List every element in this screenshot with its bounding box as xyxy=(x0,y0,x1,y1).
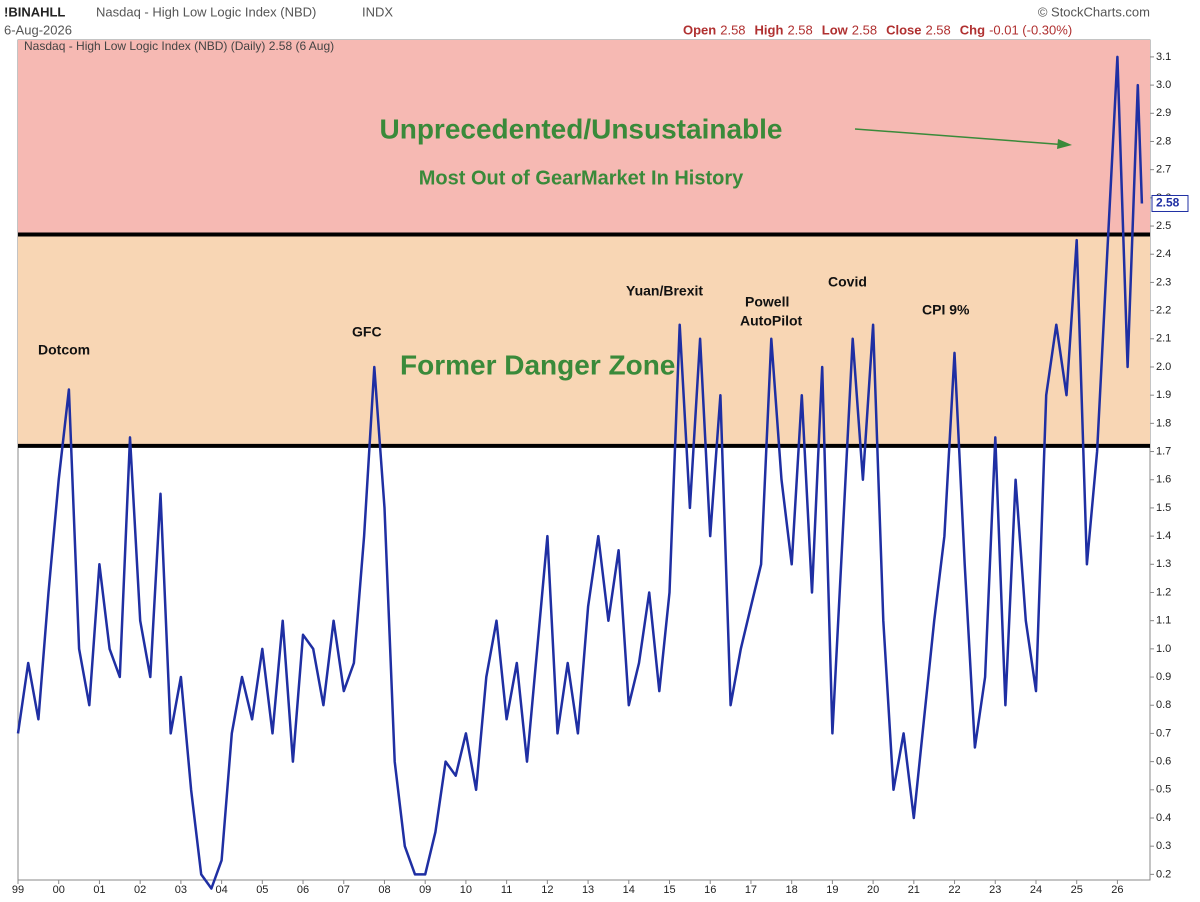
y-tick-label: 1.9 xyxy=(1156,389,1171,401)
annotation: CPI 9% xyxy=(922,302,970,318)
x-tick-label: 12 xyxy=(541,884,553,896)
x-tick-label: 11 xyxy=(501,884,512,896)
x-tick-label: 23 xyxy=(989,884,1001,896)
ohlc-value: -0.01 (-0.30%) xyxy=(989,22,1072,37)
x-tick-label: 22 xyxy=(948,884,960,896)
y-tick-label: 2.1 xyxy=(1156,333,1171,345)
axes: 0.2 0.3 0.4 0.5 0.6 0.7 0.8 0.9 1.0 1.1 1.2 1.3 1.4 1… xyxy=(12,51,1171,896)
ohlc-label: Low xyxy=(822,22,849,37)
y-tick-label: 2.9 xyxy=(1156,107,1171,119)
x-tick-label: 18 xyxy=(786,884,798,896)
last-value: 2.58 xyxy=(1156,196,1180,210)
y-tick-label: 2.8 xyxy=(1156,135,1171,147)
x-tick-label: 13 xyxy=(582,884,594,896)
y-tick-label: 1.7 xyxy=(1156,445,1171,457)
annotation: Yuan/Brexit xyxy=(626,283,703,299)
y-tick-label: 2.0 xyxy=(1156,361,1171,373)
index-name: Nasdaq - High Low Logic Index (NBD) xyxy=(96,4,316,19)
y-tick-label: 2.7 xyxy=(1156,164,1171,176)
ohlc-value: 2.58 xyxy=(787,22,812,37)
x-tick-label: 24 xyxy=(1030,884,1042,896)
x-tick-label: 07 xyxy=(338,884,350,896)
y-tick-label: 1.0 xyxy=(1156,643,1171,655)
x-tick-label: 15 xyxy=(663,884,675,896)
zones xyxy=(18,40,1150,446)
y-tick-label: 1.6 xyxy=(1156,474,1171,486)
y-tick-label: 0.6 xyxy=(1156,756,1171,768)
y-tick-label: 0.5 xyxy=(1156,784,1171,796)
x-tick-label: 16 xyxy=(704,884,716,896)
x-tick-label: 04 xyxy=(215,884,227,896)
ohlc-label: High xyxy=(755,22,784,37)
x-tick-label: 02 xyxy=(134,884,146,896)
source: © StockCharts.com xyxy=(1038,4,1150,19)
y-tick-label: 1.8 xyxy=(1156,417,1171,429)
y-tick-label: 3.0 xyxy=(1156,79,1171,91)
x-tick-label: 25 xyxy=(1071,884,1083,896)
annotation: Powell xyxy=(745,294,789,310)
x-tick-label: 01 xyxy=(93,884,105,896)
date: 6-Aug-2026 xyxy=(4,22,72,37)
y-tick-label: 1.3 xyxy=(1156,558,1171,570)
arrow xyxy=(854,128,1069,146)
ohlc-value: 2.58 xyxy=(852,22,877,37)
ohlc-label: Close xyxy=(886,22,921,37)
y-tick-label: 1.2 xyxy=(1156,586,1171,598)
ohlc-row: Open 2.58 High 2.58 Low 2.58 Close 2.58 Chg -0.01… xyxy=(683,22,1072,37)
y-tick-label: 1.1 xyxy=(1156,615,1171,627)
x-tick-label: 14 xyxy=(623,884,635,896)
y-tick-label: 0.4 xyxy=(1156,812,1171,824)
series-line xyxy=(16,55,1144,890)
x-tick-label: 00 xyxy=(53,884,65,896)
x-tick-label: 99 xyxy=(12,884,24,896)
danger-zone xyxy=(18,234,1150,446)
x-tick-label: 21 xyxy=(908,884,920,896)
exchange: INDX xyxy=(362,4,393,19)
y-tick-label: 0.2 xyxy=(1156,868,1171,880)
y-tick-label: 1.4 xyxy=(1156,530,1171,542)
y-tick-label: 2.5 xyxy=(1156,220,1171,232)
x-tick-label: 20 xyxy=(867,884,879,896)
x-tick-label: 09 xyxy=(419,884,431,896)
annotation: Covid xyxy=(828,274,867,290)
x-tick-label: 10 xyxy=(460,884,472,896)
annotation: Unprecedented/Unsustainable xyxy=(380,113,783,144)
last-value-tag xyxy=(1151,194,1189,212)
x-tick-label: 06 xyxy=(297,884,309,896)
symbol: !BINAHLL xyxy=(4,4,65,19)
y-tick-label: 0.7 xyxy=(1156,727,1171,739)
y-tick-label: 0.8 xyxy=(1156,699,1171,711)
annotation: GFC xyxy=(352,324,382,340)
annotation: AutoPilot xyxy=(740,313,803,329)
x-tick-label: 05 xyxy=(256,884,268,896)
y-tick-label: 0.9 xyxy=(1156,671,1171,683)
ohlc-label: Chg xyxy=(960,22,985,37)
y-tick-label: 2.3 xyxy=(1156,276,1171,288)
annotation: Dotcom xyxy=(38,342,90,358)
x-tick-label: 26 xyxy=(1111,884,1123,896)
ohlc-value: 2.58 xyxy=(720,22,745,37)
legend-entry: Nasdaq - High Low Logic Index (NBD) (Dai… xyxy=(24,39,334,53)
x-tick-label: 19 xyxy=(826,884,838,896)
y-tick-label: 2.4 xyxy=(1156,248,1171,260)
y-tick-label: 3.1 xyxy=(1156,51,1171,63)
annotation: Most Out of GearMarket In History xyxy=(419,167,744,189)
annotation: Former Danger Zone xyxy=(400,349,675,380)
ohlc-label: Open xyxy=(683,22,716,37)
x-tick-label: 17 xyxy=(745,884,757,896)
x-tick-label: 03 xyxy=(175,884,187,896)
arrow-head xyxy=(1057,139,1072,149)
y-tick-label: 1.5 xyxy=(1156,502,1171,514)
x-tick-label: 08 xyxy=(378,884,390,896)
ohlc-value: 2.58 xyxy=(925,22,950,37)
plot: 2.58 Dotcom GFC Yuan/Brexit Powell AutoPilot C… xyxy=(16,55,1189,890)
y-tick-label: 0.3 xyxy=(1156,840,1171,852)
y-tick-label: 2.2 xyxy=(1156,305,1171,317)
